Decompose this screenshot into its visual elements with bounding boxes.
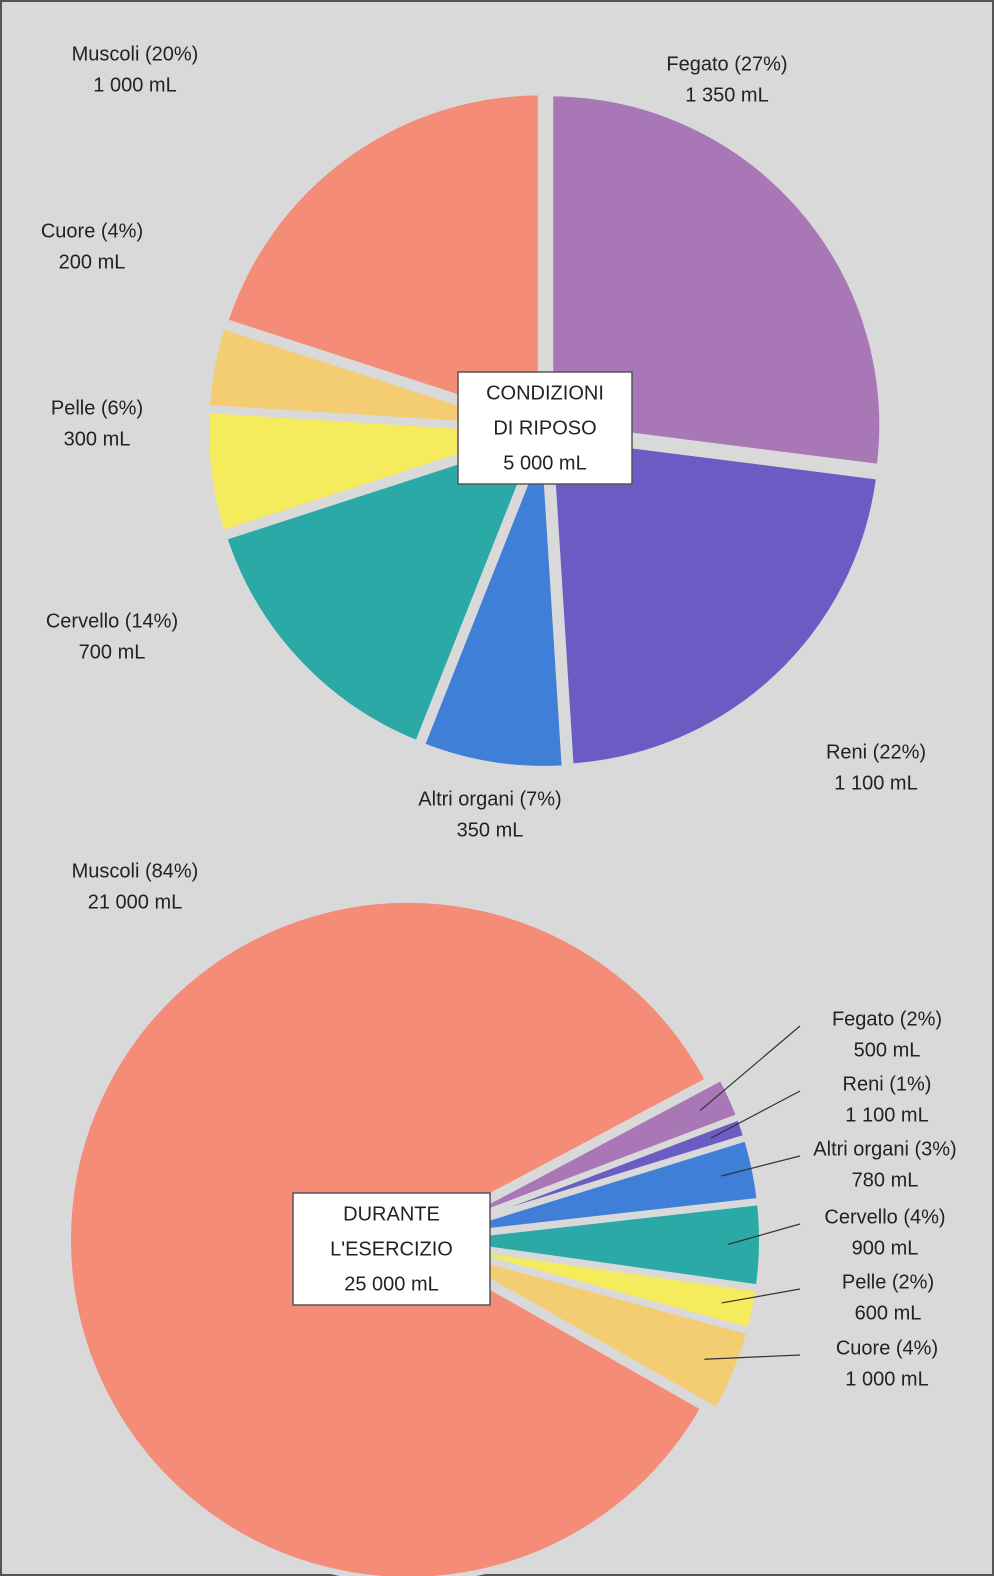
volume-label: 300 mL [64,428,131,450]
center-label: DI RIPOSO [493,417,596,439]
volume-label: 350 mL [457,819,524,841]
volume-label: 1 000 mL [93,74,176,96]
slice-label: Altri organi (3%) [813,1138,956,1160]
volume-label: 900 mL [852,1237,919,1259]
slice-label: Cuore (4%) [836,1337,938,1359]
center-label: 5 000 mL [503,452,586,474]
leader-line [721,1155,801,1177]
leader-line [727,1223,801,1245]
leader-line [710,1090,801,1139]
slice-label: Muscoli (84%) [72,860,199,882]
slice-label: Pelle (2%) [842,1271,934,1293]
pie-slice [221,89,544,429]
volume-label: 700 mL [79,641,146,663]
volume-label: 1 100 mL [834,772,917,794]
pie-slice [546,431,883,770]
volume-label: 780 mL [852,1169,919,1191]
volume-label: 600 mL [855,1302,922,1324]
volume-label: 21 000 mL [88,891,183,913]
volume-label: 1 350 mL [685,84,768,106]
slice-label: Cuore (4%) [41,220,143,242]
center-box [292,1192,491,1306]
slice-label: Altri organi (7%) [418,788,561,810]
pie-slice [417,435,568,772]
slice-label: Cervello (4%) [824,1206,945,1228]
slice-label: Reni (1%) [843,1073,932,1095]
center-label: L'ESERCIZIO [330,1238,453,1260]
center-label: CONDIZIONI [486,382,604,404]
leader-line [721,1288,801,1304]
volume-label: 200 mL [59,251,126,273]
pie-slice [547,90,886,471]
volume-label: 1 100 mL [845,1104,928,1126]
slice-label: Cervello (14%) [46,610,178,632]
slice-label: Reni (22%) [826,741,926,763]
center-label: 25 000 mL [344,1273,439,1295]
volume-label: 1 000 mL [845,1368,928,1390]
center-label: DURANTE [343,1203,440,1225]
pie-slice [203,322,540,432]
leader-line [699,1025,801,1112]
slice-label: Muscoli (20%) [72,43,199,65]
slice-label: Fegato (27%) [666,53,787,75]
volume-label: 500 mL [854,1039,921,1061]
pie-slice [419,1239,754,1415]
slice-label: Fegato (2%) [832,1008,942,1030]
pie-slice [220,429,546,748]
pie-slice [203,406,539,538]
center-box [457,371,633,485]
slice-label: Pelle (6%) [51,397,143,419]
leader-line [704,1354,801,1360]
